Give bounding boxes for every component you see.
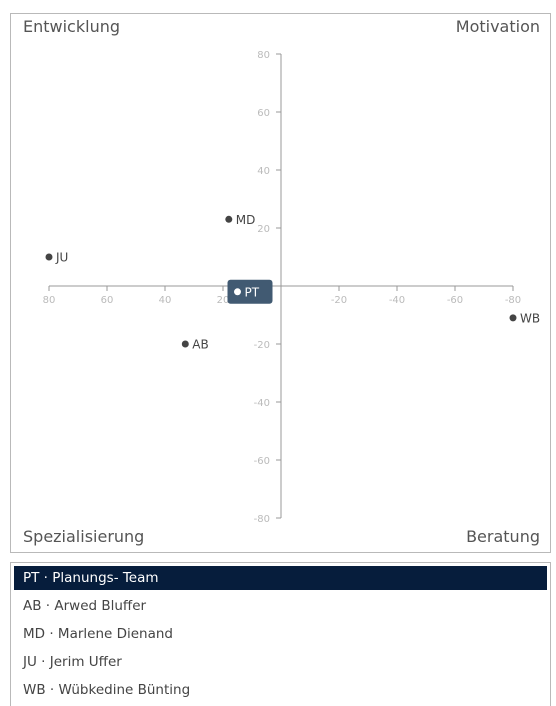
list-item[interactable]: PT · Planungs- Team bbox=[14, 566, 547, 590]
point-label: WB bbox=[520, 311, 540, 325]
data-point[interactable] bbox=[181, 340, 189, 348]
y-tick-label: 20 bbox=[257, 224, 270, 235]
x-tick-label: 20 bbox=[217, 295, 230, 306]
x-tick-label: 40 bbox=[159, 295, 172, 306]
y-tick-label: 80 bbox=[257, 50, 270, 61]
x-tick-label: -40 bbox=[389, 295, 405, 306]
scatter-plot: 80 60 40 20 -20 -40 -60 -80 80 60 40 20 -20 -40 -60 -80… bbox=[43, 50, 540, 525]
y-tick-label: 40 bbox=[257, 166, 270, 177]
quadrant-label-bottom-left: Spezialisierung bbox=[23, 527, 145, 546]
point-label: JU bbox=[55, 251, 68, 265]
x-tick-label: -20 bbox=[331, 295, 347, 306]
chart-panel: Entwicklung Motivation Spezialisierung B… bbox=[10, 13, 551, 553]
quadrant-label-bottom-right: Beratung bbox=[466, 527, 540, 546]
data-point[interactable] bbox=[225, 215, 233, 223]
y-tick-label: -80 bbox=[254, 514, 270, 525]
point-label: AB bbox=[192, 338, 208, 352]
x-tick-label: -60 bbox=[447, 295, 463, 306]
point-label: MD bbox=[236, 213, 256, 227]
quadrant-label-top-right: Motivation bbox=[455, 17, 540, 36]
data-point[interactable] bbox=[45, 253, 53, 261]
data-point[interactable] bbox=[234, 288, 241, 296]
x-tick-label: -80 bbox=[505, 295, 521, 306]
y-tick-label: -20 bbox=[254, 340, 270, 351]
data-point[interactable] bbox=[509, 314, 517, 322]
list-item[interactable]: AB · Arwed Bluffer bbox=[23, 598, 147, 614]
list-item[interactable]: MD · Marlene Dienand bbox=[23, 626, 174, 642]
list-item[interactable]: JU · Jerim Uffer bbox=[23, 654, 122, 670]
x-tick-label: 60 bbox=[101, 295, 114, 306]
y-tick-label: -40 bbox=[254, 398, 270, 409]
quadrant-label-top-left: Entwicklung bbox=[23, 17, 120, 36]
list-item[interactable]: WB · Wübkedine Bünting bbox=[23, 682, 191, 698]
y-tick-label: 60 bbox=[257, 108, 270, 119]
point-label: PT bbox=[245, 285, 260, 299]
y-tick-label: -60 bbox=[254, 456, 270, 467]
highlight-box[interactable] bbox=[227, 279, 273, 304]
member-list: PT · Planungs- Team AB · Arwed Bluffer MD … bbox=[10, 562, 551, 706]
x-tick-label: 80 bbox=[43, 295, 56, 306]
